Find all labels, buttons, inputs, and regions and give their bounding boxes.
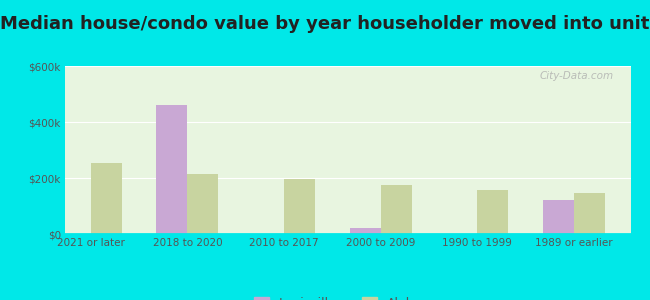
Legend: Louisville, Alabama: Louisville, Alabama xyxy=(249,292,447,300)
Bar xyxy=(187,174,218,234)
Bar xyxy=(543,200,574,234)
Bar xyxy=(350,228,381,234)
Bar xyxy=(157,105,187,234)
Bar xyxy=(477,190,508,234)
Bar xyxy=(284,179,315,234)
Bar xyxy=(381,185,411,234)
Text: Median house/condo value by year householder moved into unit: Median house/condo value by year househo… xyxy=(0,15,650,33)
Text: City-Data.com: City-Data.com xyxy=(540,71,614,81)
Bar xyxy=(574,193,605,234)
Bar xyxy=(91,163,122,234)
